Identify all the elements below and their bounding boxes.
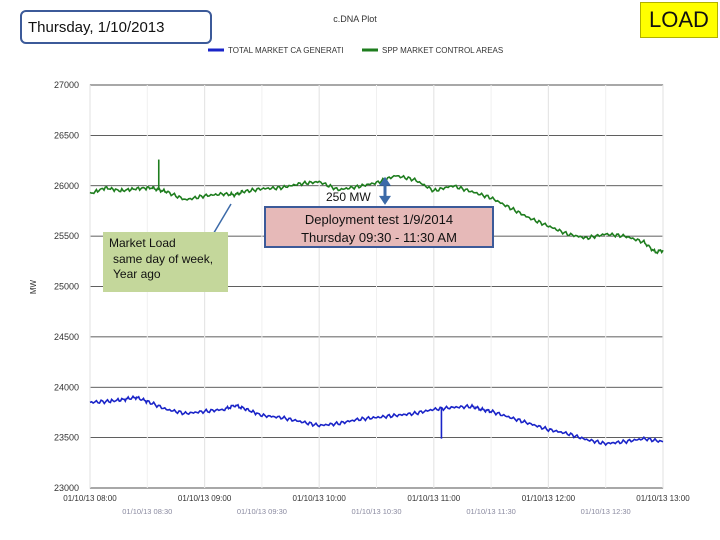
annotation-arrows bbox=[211, 176, 391, 237]
deployment-annotation: Deployment test 1/9/2014 Thursday 09:30 … bbox=[264, 206, 494, 248]
x-tick-label: 01/10/13 10:00 bbox=[293, 494, 347, 503]
mw-arrow-head-up bbox=[379, 176, 391, 186]
series-lines bbox=[89, 159, 664, 447]
date-box: Thursday, 1/10/2013 bbox=[20, 10, 212, 44]
series-line bbox=[89, 394, 664, 447]
x-minor-tick-label: 01/10/13 11:30 bbox=[466, 507, 516, 516]
x-tick-label: 01/10/13 13:00 bbox=[636, 494, 690, 503]
y-axis-label: MW bbox=[29, 279, 38, 294]
x-tick-label: 01/10/13 08:00 bbox=[63, 494, 117, 503]
y-tick-label: 23500 bbox=[54, 433, 79, 443]
y-tick-label: 26000 bbox=[54, 181, 79, 191]
y-tick-label: 26500 bbox=[54, 130, 79, 140]
load-badge: LOAD bbox=[640, 2, 718, 38]
load-label: LOAD bbox=[649, 7, 709, 32]
market-load-pointer bbox=[211, 203, 232, 237]
chart-title: c.DNA Plot bbox=[333, 14, 377, 24]
y-tick-label: 23000 bbox=[54, 483, 79, 493]
chart-legend: TOTAL MARKET CA GENERATI SPP MARKET CONTR… bbox=[208, 46, 503, 55]
series-line bbox=[89, 174, 664, 255]
x-tick-label: 01/10/13 12:00 bbox=[522, 494, 576, 503]
y-tick-label: 24000 bbox=[54, 382, 79, 392]
mw-arrow-head-down bbox=[379, 195, 391, 205]
deployment-line-2: Thursday 09:30 - 11:30 AM bbox=[301, 229, 457, 245]
y-tick-label: 24500 bbox=[54, 332, 79, 342]
market-load-line-3: Year ago bbox=[113, 267, 161, 282]
legend-label: SPP MARKET CONTROL AREAS bbox=[382, 46, 503, 55]
date-label: Thursday, 1/10/2013 bbox=[28, 18, 165, 36]
y-axis: 23000 23500 24000 24500 25000 25500 26000 26500… bbox=[54, 80, 79, 493]
deployment-line-1: Deployment test 1/9/2014 bbox=[304, 212, 454, 227]
legend-label: TOTAL MARKET CA GENERATI bbox=[228, 46, 344, 55]
y-tick-label: 27000 bbox=[54, 80, 79, 90]
x-tick-label: 01/10/13 09:00 bbox=[178, 494, 232, 503]
y-tick-label: 25000 bbox=[54, 282, 79, 292]
x-minor-tick-label: 01/10/13 12:30 bbox=[581, 507, 631, 516]
market-load-annotation: Market Load same day of week, Year ago bbox=[103, 232, 228, 292]
x-minor-tick-label: 01/10/13 09:30 bbox=[237, 507, 287, 516]
y-tick-label: 25500 bbox=[54, 231, 79, 241]
market-load-line-1: Market Load bbox=[109, 236, 176, 250]
x-axis: 01/10/13 08:00 01/10/13 09:00 01/10/13 10:… bbox=[63, 494, 690, 516]
x-minor-tick-label: 01/10/13 10:30 bbox=[351, 507, 401, 516]
x-tick-label: 01/10/13 11:00 bbox=[407, 494, 460, 503]
x-minor-tick-label: 01/10/13 08:30 bbox=[122, 507, 172, 516]
market-load-line-2: same day of week, bbox=[113, 251, 214, 266]
mw-delta-label: 250 MW bbox=[326, 190, 371, 204]
